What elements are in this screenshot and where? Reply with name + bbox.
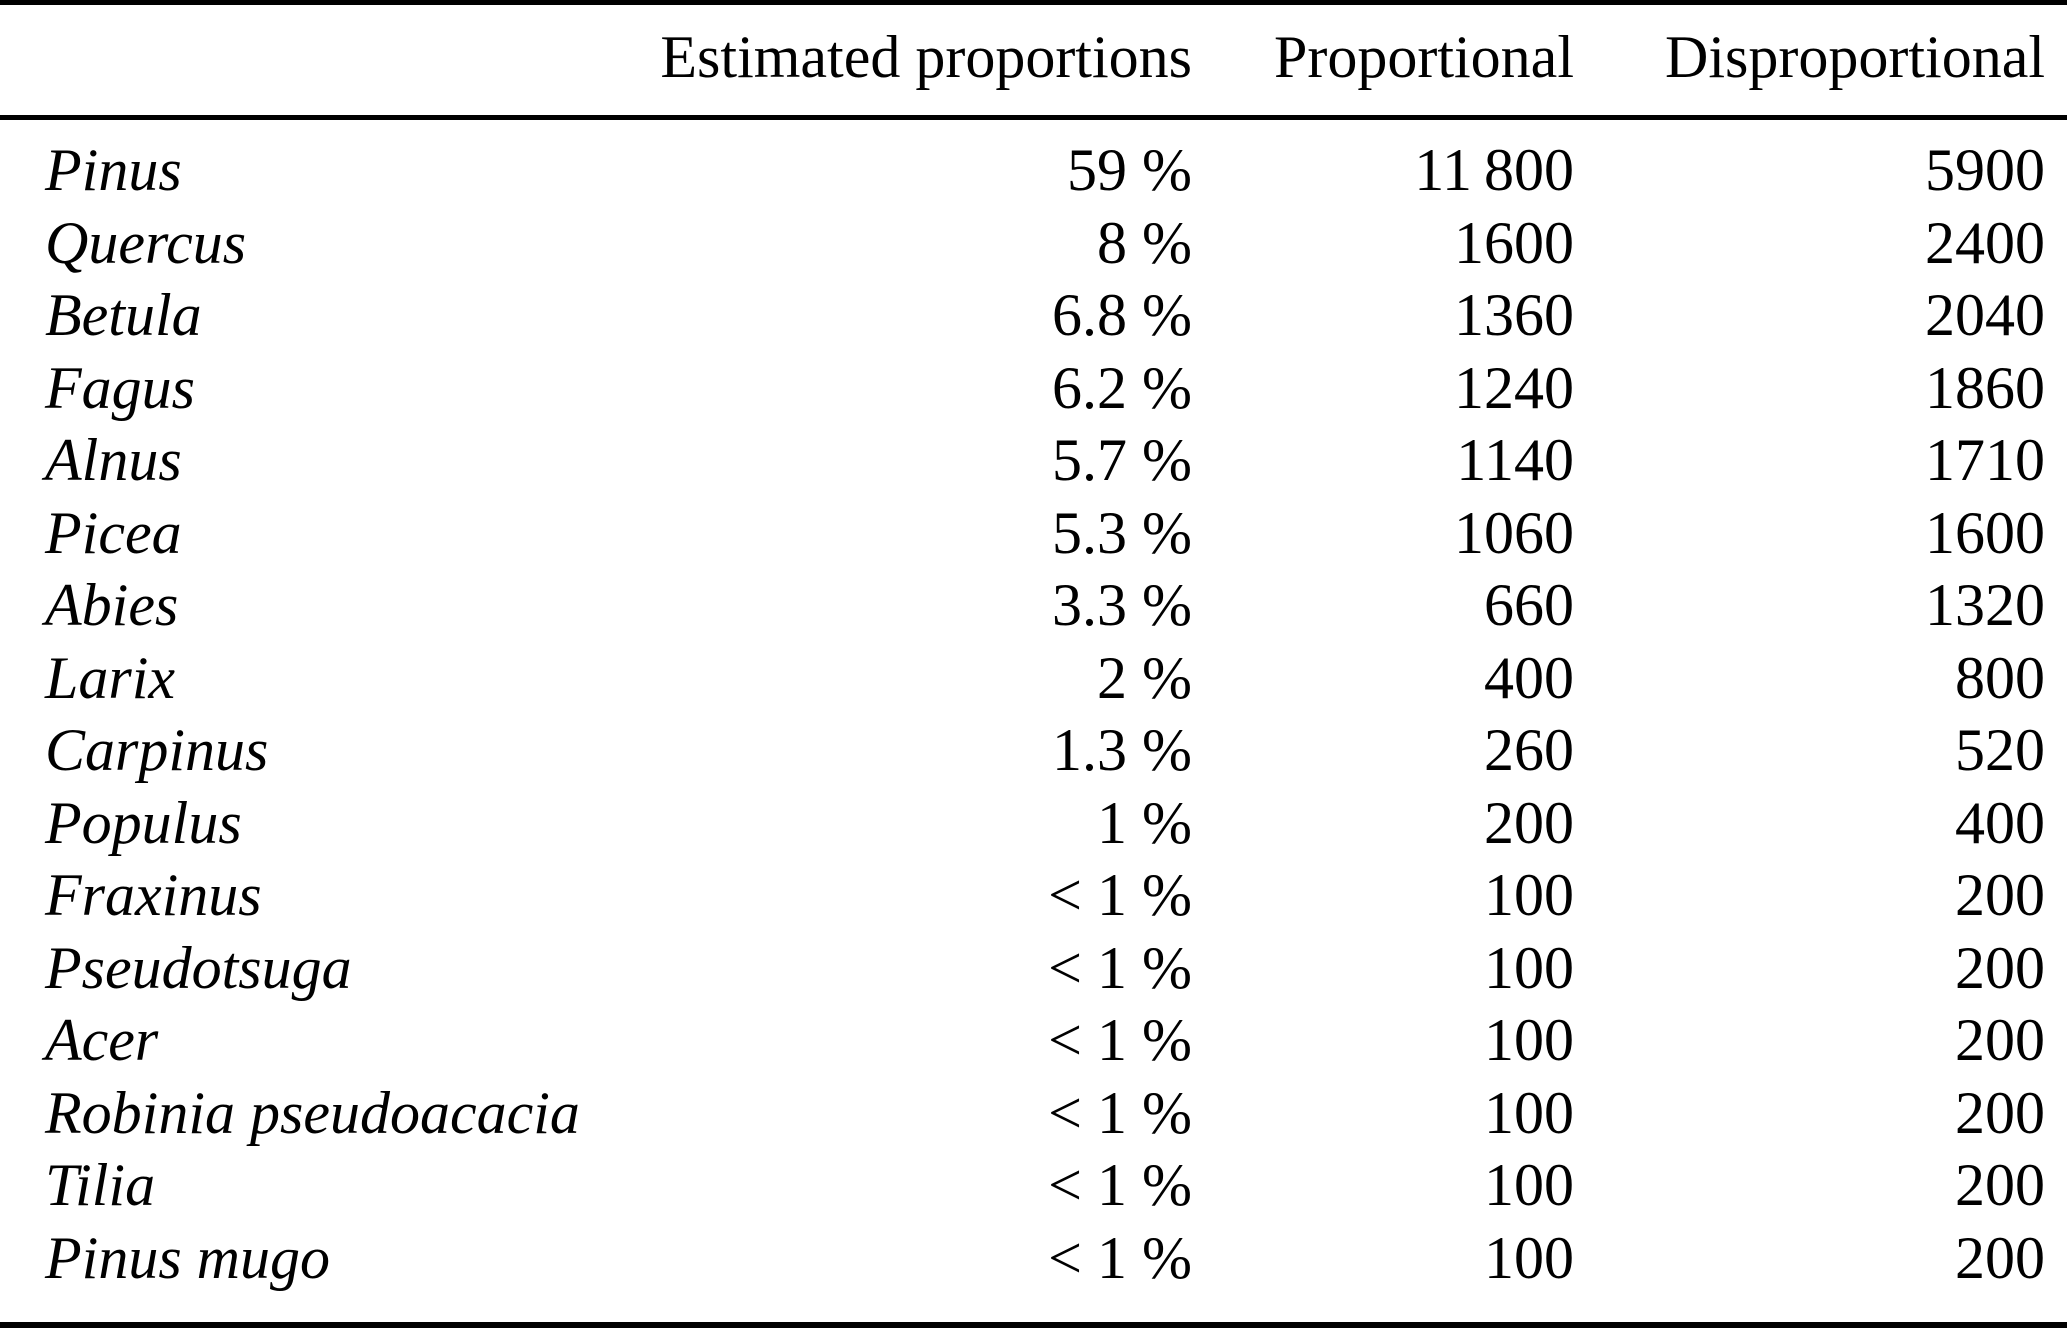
table-row: Quercus 8 % 1600 2400 xyxy=(0,207,2067,280)
estimated-proportion-cell: 3.3 % xyxy=(1052,572,1192,638)
table-row: Carpinus 1.3 % 260 520 xyxy=(0,714,2067,787)
genus-cell: Tilia xyxy=(45,1152,156,1218)
header-proportional: Proportional xyxy=(1274,24,1574,90)
estimated-proportion-cell: 8 % xyxy=(1097,209,1192,276)
disproportional-cell: 200 xyxy=(1955,1152,2045,1218)
disproportional-cell: 1320 xyxy=(1925,572,2045,638)
disproportional-cell: 2400 xyxy=(1925,209,2045,276)
table-body: Pinus 59 % 11 800 5900 Quercus 8 % 1600 … xyxy=(0,120,2067,1322)
table-row: Betula 6.8 % 1360 2040 xyxy=(0,279,2067,352)
proportional-cell: 100 xyxy=(1484,862,1574,928)
table-row: Abies 3.3 % 660 1320 xyxy=(0,569,2067,642)
proportional-cell: 1060 xyxy=(1454,499,1574,566)
proportional-cell: 400 xyxy=(1484,644,1574,711)
table-row: Fraxinus < 1 % 100 200 xyxy=(0,859,2067,932)
header-disproportional: Disproportional xyxy=(1665,24,2045,90)
genus-cell: Carpinus xyxy=(45,717,269,783)
table-row: Tilia < 1 % 100 200 xyxy=(0,1149,2067,1222)
estimated-proportion-cell: < 1 % xyxy=(1048,1152,1192,1218)
estimated-proportion-cell: < 1 % xyxy=(1048,862,1192,928)
proportional-cell: 11 800 xyxy=(1414,137,1574,203)
proportional-cell: 1360 xyxy=(1454,282,1574,348)
proportional-cell: 100 xyxy=(1484,1152,1574,1218)
genus-cell: Picea xyxy=(45,499,182,566)
estimated-proportion-cell: 1 % xyxy=(1097,789,1192,856)
genus-cell: Acer xyxy=(45,1007,159,1073)
disproportional-cell: 2040 xyxy=(1925,282,2045,348)
disproportional-cell: 1860 xyxy=(1925,354,2045,421)
proportional-cell: 100 xyxy=(1484,1079,1574,1146)
header-estimated-proportions: Estimated proportions xyxy=(660,24,1192,90)
proportional-cell: 200 xyxy=(1484,789,1574,856)
table-row: Fagus 6.2 % 1240 1860 xyxy=(0,352,2067,425)
table-header-rule xyxy=(0,115,2067,120)
proportional-cell: 100 xyxy=(1484,934,1574,1001)
genus-cell: Robinia pseudoacacia xyxy=(45,1079,580,1146)
proportional-cell: 100 xyxy=(1484,1224,1574,1291)
genus-cell: Populus xyxy=(45,789,242,856)
table-row: Pinus 59 % 11 800 5900 xyxy=(0,134,2067,207)
disproportional-cell: 200 xyxy=(1955,1224,2045,1291)
disproportional-cell: 1710 xyxy=(1925,427,2045,493)
table-row: Picea 5.3 % 1060 1600 xyxy=(0,497,2067,570)
proportional-cell: 660 xyxy=(1484,572,1574,638)
genus-cell: Larix xyxy=(45,644,176,711)
proportional-cell: 100 xyxy=(1484,1007,1574,1073)
genus-cell: Fraxinus xyxy=(45,862,262,928)
table-row: Alnus 5.7 % 1140 1710 xyxy=(0,424,2067,497)
proportional-cell: 1600 xyxy=(1454,209,1574,276)
disproportional-cell: 5900 xyxy=(1925,137,2045,203)
disproportional-cell: 800 xyxy=(1955,644,2045,711)
disproportional-cell: 1600 xyxy=(1925,499,2045,566)
estimated-proportion-cell: 59 % xyxy=(1067,137,1192,203)
genus-cell: Alnus xyxy=(45,427,182,493)
table-row: Acer < 1 % 100 200 xyxy=(0,1004,2067,1077)
estimated-proportion-cell: 5.3 % xyxy=(1052,499,1192,566)
table-header-row: Estimated proportions Proportional Dispr… xyxy=(0,5,2067,115)
estimated-proportion-cell: 1.3 % xyxy=(1052,717,1192,783)
table-row: Populus 1 % 200 400 xyxy=(0,787,2067,860)
proportional-cell: 1240 xyxy=(1454,354,1574,421)
genus-cell: Fagus xyxy=(45,354,195,421)
estimated-proportion-cell: 2 % xyxy=(1097,644,1192,711)
genus-cell: Pseudotsuga xyxy=(45,934,352,1001)
table-bottom-rule xyxy=(0,1322,2067,1328)
genus-cell: Quercus xyxy=(45,209,247,276)
genus-cell: Betula xyxy=(45,282,202,348)
disproportional-cell: 200 xyxy=(1955,1079,2045,1146)
disproportional-cell: 520 xyxy=(1955,717,2045,783)
table-row: Robinia pseudoacacia < 1 % 100 200 xyxy=(0,1077,2067,1150)
disproportional-cell: 200 xyxy=(1955,862,2045,928)
estimated-proportion-cell: 6.8 % xyxy=(1052,282,1192,348)
genus-cell: Pinus xyxy=(45,137,182,203)
estimated-proportion-cell: < 1 % xyxy=(1048,1224,1192,1291)
genus-cell: Abies xyxy=(45,572,179,638)
disproportional-cell: 200 xyxy=(1955,934,2045,1001)
table-row: Larix 2 % 400 800 xyxy=(0,642,2067,715)
estimated-proportion-cell: < 1 % xyxy=(1048,1007,1192,1073)
disproportional-cell: 400 xyxy=(1955,789,2045,856)
estimated-proportion-cell: 5.7 % xyxy=(1052,427,1192,493)
proportional-cell: 260 xyxy=(1484,717,1574,783)
table-row: Pseudotsuga < 1 % 100 200 xyxy=(0,932,2067,1005)
estimated-proportion-cell: < 1 % xyxy=(1048,934,1192,1001)
disproportional-cell: 200 xyxy=(1955,1007,2045,1073)
proportional-cell: 1140 xyxy=(1456,427,1574,493)
table-top-rule xyxy=(0,0,2067,5)
estimated-proportion-cell: 6.2 % xyxy=(1052,354,1192,421)
table-row: Pinus mugo < 1 % 100 200 xyxy=(0,1222,2067,1295)
estimated-proportion-cell: < 1 % xyxy=(1048,1079,1192,1146)
genus-cell: Pinus mugo xyxy=(45,1224,330,1291)
